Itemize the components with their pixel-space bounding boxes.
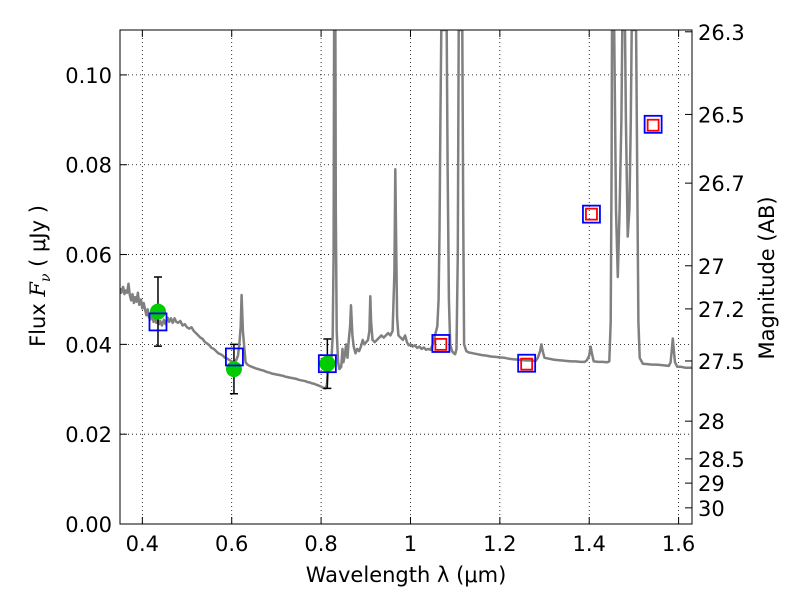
mag-tick-label: 27.5 <box>698 350 745 374</box>
mag-tick-label: 30 <box>698 497 725 521</box>
y-tick-label: 0.00 <box>65 513 112 537</box>
model-band-square-blue <box>517 353 537 373</box>
y-tick-label: 0.08 <box>65 154 112 178</box>
data-layer <box>120 30 692 395</box>
y-tick-label: 0.10 <box>65 64 112 88</box>
y-axis-title-subscript: ν <box>38 273 54 282</box>
model-band-square-red <box>646 118 660 132</box>
x-tick-label: 0.4 <box>126 532 159 556</box>
model-band-square-blue <box>431 334 451 353</box>
y-tick-label: 0.04 <box>65 333 112 357</box>
y-axis-title: Flux Fν ( μJy ) <box>26 205 54 347</box>
observed-flux-point <box>225 361 242 378</box>
x-tick-label: 0.6 <box>215 532 248 556</box>
model-band-square-blue <box>317 354 337 374</box>
model-band-square-blue <box>224 347 244 367</box>
x-tick-label: 0.8 <box>304 532 337 556</box>
y-axis-title-prefix: Flux <box>26 297 50 347</box>
y-axis-title-symbol: F <box>26 281 50 298</box>
mag-tick-label: 28 <box>698 410 725 434</box>
mag-tick-label: 27.2 <box>698 298 745 322</box>
observed-flux-point <box>149 303 166 320</box>
x-tick-label: 1.2 <box>483 532 516 556</box>
x-axis-title: Wavelength λ (μm) <box>306 563 507 587</box>
ticks: 0.4 0.6 0.8 1 1.2 1.4 1.6 0.00 0.02 0.04 0.06 0.08 0… <box>65 21 745 556</box>
plot-frame <box>119 29 693 525</box>
model-band-square-red <box>585 207 598 221</box>
y2-axis-title: Magnitude (AB) <box>755 196 779 359</box>
x-tick-label: 1.6 <box>662 532 695 556</box>
model-band-square-red <box>434 337 448 351</box>
grid <box>120 30 692 524</box>
x-tick-label: 1.4 <box>573 532 606 556</box>
model-band-square-blue <box>643 114 663 134</box>
model-band-square-red <box>520 357 534 371</box>
mag-tick-label: 28.5 <box>698 448 745 472</box>
mag-tick-label: 27 <box>698 255 725 279</box>
mag-tick-label: 26.5 <box>698 103 745 127</box>
y-tick-label: 0.06 <box>65 244 112 268</box>
model-band-square-blue <box>582 204 601 224</box>
y-axis-title-unit: ( μJy ) <box>26 205 50 273</box>
observed-flux-point <box>319 355 336 372</box>
model-sed-line <box>120 30 692 390</box>
mag-tick-label: 26.3 <box>698 21 745 45</box>
mag-tick-label: 29 <box>698 472 725 496</box>
model-band-square-blue <box>148 312 168 332</box>
mag-tick-label: 26.7 <box>698 172 745 196</box>
y-tick-label: 0.02 <box>65 423 112 447</box>
x-tick-label: 1 <box>404 532 417 556</box>
